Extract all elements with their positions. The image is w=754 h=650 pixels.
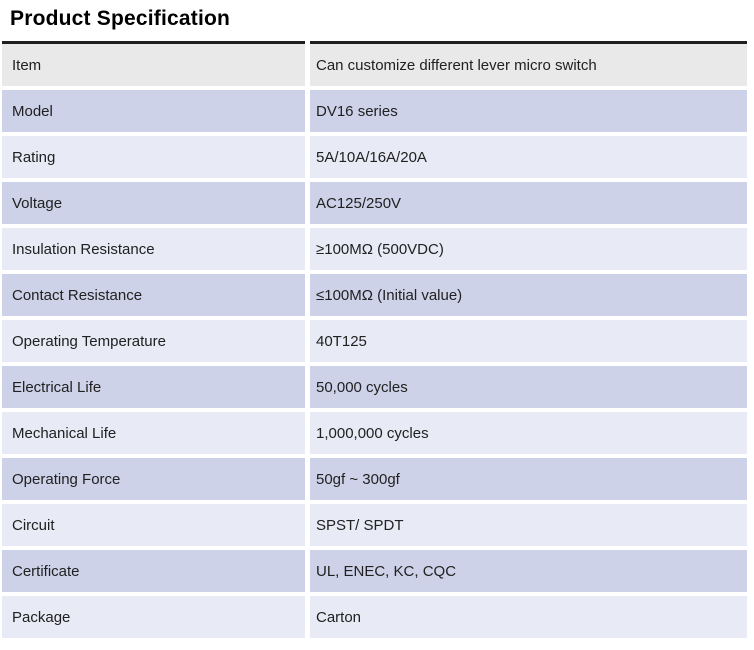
spec-label: Package xyxy=(2,596,305,638)
table-row: Certificate UL, ENEC, KC, CQC xyxy=(2,550,747,592)
spec-label: Mechanical Life xyxy=(2,412,305,454)
spec-value: AC125/250V xyxy=(310,182,747,224)
table-row: Model DV16 series xyxy=(2,90,747,132)
spec-label: Voltage xyxy=(2,182,305,224)
table-row: Electrical Life 50,000 cycles xyxy=(2,366,747,408)
spec-label: Circuit xyxy=(2,504,305,546)
page-title: Product Specification xyxy=(10,7,231,30)
spec-label: Insulation Resistance xyxy=(2,228,305,270)
spec-label: Contact Resistance xyxy=(2,274,305,316)
spec-value: 5A/10A/16A/20A xyxy=(310,136,747,178)
spec-value: DV16 series xyxy=(310,90,747,132)
table-row: Operating Temperature 40T125 xyxy=(2,320,747,362)
spec-label: Electrical Life xyxy=(2,366,305,408)
spec-value: SPST/ SPDT xyxy=(310,504,747,546)
table-row: Circuit SPST/ SPDT xyxy=(2,504,747,546)
table-row: Rating 5A/10A/16A/20A xyxy=(2,136,747,178)
spec-label: Operating Force xyxy=(2,458,305,500)
spec-value: 50,000 cycles xyxy=(310,366,747,408)
spec-value: ≤100MΩ (Initial value) xyxy=(310,274,747,316)
table-row: Mechanical Life 1,000,000 cycles xyxy=(2,412,747,454)
spec-label: Operating Temperature xyxy=(2,320,305,362)
spec-label: Rating xyxy=(2,136,305,178)
spec-value: 50gf ~ 300gf xyxy=(310,458,747,500)
spec-value: UL, ENEC, KC, CQC xyxy=(310,550,747,592)
spec-value: Carton xyxy=(310,596,747,638)
table-row: Contact Resistance ≤100MΩ (Initial value) xyxy=(2,274,747,316)
spec-label: Item xyxy=(2,41,305,86)
spec-table: Item Can customize different lever micro … xyxy=(2,41,747,638)
spec-value: ≥100MΩ (500VDC) xyxy=(310,228,747,270)
table-row: Operating Force 50gf ~ 300gf xyxy=(2,458,747,500)
spec-label: Certificate xyxy=(2,550,305,592)
spec-label: Model xyxy=(2,90,305,132)
spec-value: Can customize different lever micro swit… xyxy=(310,41,747,86)
table-row: Package Carton xyxy=(2,596,747,638)
spec-value: 1,000,000 cycles xyxy=(310,412,747,454)
table-row: Item Can customize different lever micro … xyxy=(2,41,747,86)
table-row: Insulation Resistance ≥100MΩ (500VDC) xyxy=(2,228,747,270)
spec-value: 40T125 xyxy=(310,320,747,362)
table-row: Voltage AC125/250V xyxy=(2,182,747,224)
